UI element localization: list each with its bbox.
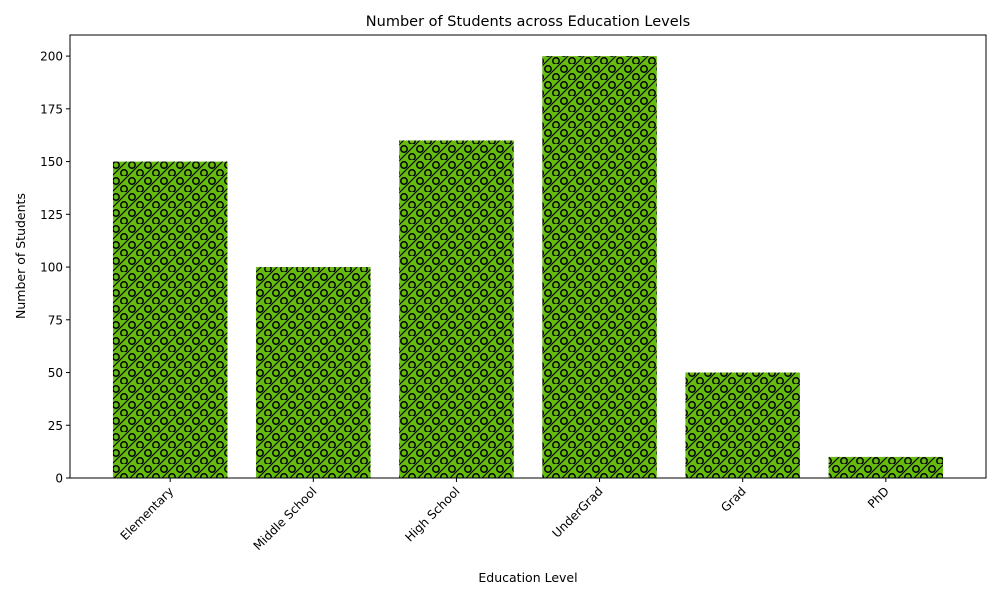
x-axis: Elementary Middle School High School UnderG… bbox=[118, 478, 892, 553]
x-tick-label: PhD bbox=[865, 484, 892, 511]
bar-grad bbox=[685, 372, 800, 478]
y-tick-label: 175 bbox=[40, 102, 63, 116]
x-axis-label: Education Level bbox=[478, 570, 577, 585]
y-tick-label: 150 bbox=[40, 155, 63, 169]
y-tick-label: 50 bbox=[48, 366, 63, 380]
bar-undergrad bbox=[542, 56, 657, 478]
bar-middle-school bbox=[256, 267, 371, 478]
y-tick-label: 0 bbox=[55, 472, 63, 486]
x-tick-label: UnderGrad bbox=[549, 484, 605, 540]
y-tick-label: 100 bbox=[40, 261, 63, 275]
bar-high-school bbox=[399, 140, 514, 478]
x-tick-label: Middle School bbox=[251, 484, 320, 553]
bar-elementary bbox=[112, 161, 228, 479]
bar-phd bbox=[828, 456, 944, 478]
x-tick-label: High School bbox=[402, 484, 462, 544]
y-tick-label: 25 bbox=[48, 419, 63, 433]
y-axis-label: Number of Students bbox=[13, 193, 28, 319]
x-tick-label: Elementary bbox=[118, 484, 177, 543]
chart-title: Number of Students across Education Leve… bbox=[366, 14, 690, 30]
y-axis: 0 25 50 75 100 125 150 175 200 bbox=[40, 50, 70, 486]
y-tick-label: 125 bbox=[40, 208, 63, 222]
y-tick-label: 200 bbox=[40, 50, 63, 64]
bars-group bbox=[112, 56, 944, 479]
x-tick-label: Grad bbox=[718, 484, 749, 515]
y-tick-label: 75 bbox=[48, 313, 63, 327]
plot-area-frame bbox=[69, 34, 987, 479]
